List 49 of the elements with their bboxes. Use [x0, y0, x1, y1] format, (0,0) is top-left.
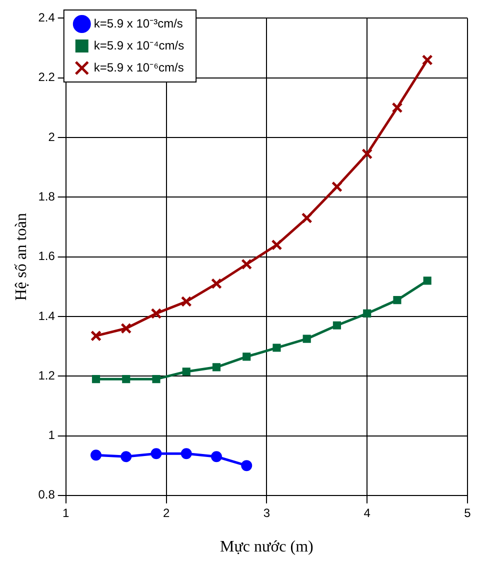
point — [422, 54, 433, 66]
y-tick-label: 1 — [48, 428, 56, 442]
point — [92, 375, 100, 384]
y-axis-title: Hệ số an toàn — [12, 213, 30, 301]
point — [302, 334, 311, 343]
y-tick-label: 1.8 — [38, 189, 56, 204]
legend-label: k=5.9 x 10⁻⁶cm/s — [94, 60, 184, 74]
point — [241, 460, 252, 472]
point — [120, 451, 132, 462]
x-tick-label: 5 — [464, 506, 472, 520]
x-tick-label: 1 — [62, 506, 70, 520]
point — [150, 448, 162, 460]
x-tick-label: 2 — [162, 506, 170, 520]
y-tick-label: 2 — [48, 130, 56, 144]
x-tick-label: 3 — [263, 506, 270, 520]
y-tick-label: 2.4 — [38, 10, 56, 25]
y-tick-label: 0.8 — [38, 488, 56, 502]
point — [150, 308, 162, 319]
point — [331, 181, 342, 192]
point — [122, 375, 130, 384]
point — [120, 322, 132, 334]
point — [332, 321, 342, 330]
point — [393, 296, 402, 304]
point — [301, 212, 312, 224]
x-tick-label: 4 — [364, 506, 371, 520]
y-tick-label: 1.2 — [38, 368, 56, 382]
point — [212, 363, 221, 372]
point — [242, 352, 251, 361]
y-tick-label: 1.6 — [38, 249, 56, 264]
point — [210, 278, 222, 290]
x-axis-title: Mực nước (m) — [220, 538, 314, 556]
point — [90, 450, 102, 461]
point — [363, 309, 372, 318]
point — [180, 448, 192, 460]
point — [180, 296, 192, 308]
point — [90, 330, 102, 342]
point — [182, 368, 190, 376]
y-tick-label: 1.4 — [38, 308, 56, 323]
point — [152, 375, 160, 384]
point — [210, 451, 222, 462]
point — [362, 148, 373, 160]
y-tick-label: 2.2 — [38, 70, 56, 84]
point — [423, 276, 432, 285]
point — [272, 344, 281, 352]
legend-label: k=5.9 x 10⁻⁴cm/s — [94, 38, 184, 52]
point — [392, 102, 403, 114]
point — [271, 239, 282, 250]
point — [241, 258, 252, 270]
legend-label: k=5.9 x 10⁻³cm/s — [94, 16, 183, 30]
